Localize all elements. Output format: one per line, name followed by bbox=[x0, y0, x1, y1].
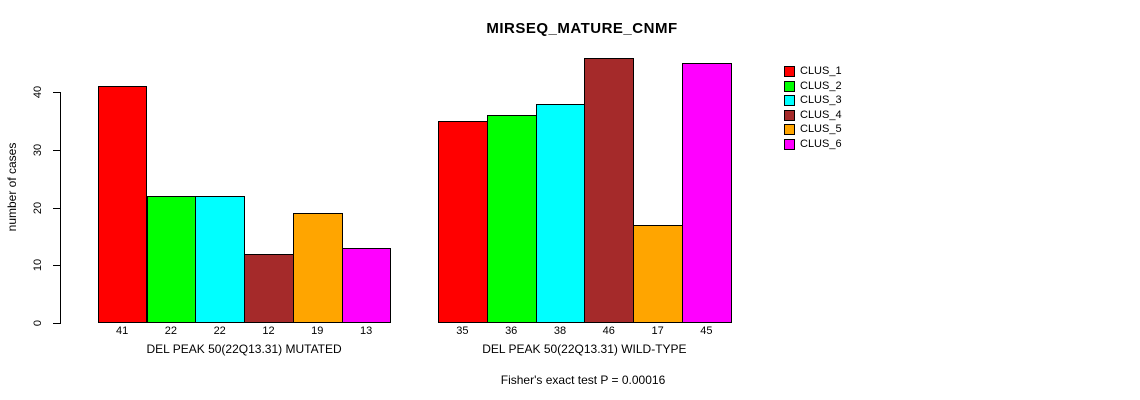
legend-label: CLUS_6 bbox=[800, 138, 842, 150]
bar-value-label: 17 bbox=[651, 325, 664, 337]
y-axis-tick bbox=[53, 92, 60, 94]
legend-color-swatch bbox=[784, 66, 795, 77]
y-axis-tick bbox=[53, 207, 60, 209]
legend-label: CLUS_5 bbox=[800, 123, 842, 136]
bar-value-label: 13 bbox=[359, 325, 373, 337]
y-axis-tick bbox=[53, 149, 60, 151]
bar-value-label: 35 bbox=[456, 325, 469, 337]
bar-value-label: 22 bbox=[164, 325, 178, 337]
bar-value-label: 38 bbox=[553, 325, 567, 337]
bar-clus_4-group2 bbox=[584, 57, 635, 323]
legend-item-clus_6: CLUS_6 bbox=[784, 138, 842, 151]
bar-clus_3-group1 bbox=[195, 196, 246, 323]
y-axis-tick-label: 40 bbox=[32, 86, 44, 99]
fisher-test-annotation: Fisher's exact test P = 0.00016 bbox=[500, 373, 666, 387]
bar-clus_5-group2 bbox=[633, 224, 683, 323]
y-axis-tick-label: 10 bbox=[32, 259, 44, 272]
y-axis-tick-label: 20 bbox=[32, 201, 44, 214]
y-axis-tick-label: 0 bbox=[32, 319, 44, 327]
legend-color-swatch bbox=[784, 139, 795, 150]
bar-clus_1-group2 bbox=[438, 121, 488, 323]
bar-clus_3-group2 bbox=[535, 103, 586, 323]
y-axis-line bbox=[60, 92, 61, 324]
y-axis-tick bbox=[53, 265, 60, 267]
legend-item-clus_1: CLUS_1 bbox=[784, 65, 842, 78]
bar-value-label: 46 bbox=[602, 325, 615, 337]
bar-clus_1-group1 bbox=[97, 86, 148, 323]
bar-value-label: 36 bbox=[505, 325, 518, 337]
bar-clus_4-group1 bbox=[244, 253, 294, 323]
bar-value-label: 41 bbox=[115, 325, 129, 337]
legend-color-swatch bbox=[784, 80, 795, 92]
legend-color-swatch bbox=[784, 109, 795, 121]
bar-value-label: 45 bbox=[700, 325, 713, 337]
legend-item-clus_4: CLUS_4 bbox=[784, 109, 842, 122]
bar-value-label: 19 bbox=[311, 325, 324, 337]
legend-label: CLUS_1 bbox=[800, 65, 842, 77]
y-axis-tick bbox=[53, 323, 60, 324]
bar-clus_6-group2 bbox=[682, 63, 732, 323]
legend-label: CLUS_3 bbox=[800, 94, 842, 107]
bar-clus_2-group1 bbox=[146, 196, 197, 323]
bar-clus_5-group1 bbox=[292, 213, 343, 323]
legend-item-clus_2: CLUS_2 bbox=[784, 80, 842, 93]
legend-label: CLUS_2 bbox=[800, 79, 842, 92]
legend-item-clus_3: CLUS_3 bbox=[784, 94, 842, 107]
bar-value-label: 12 bbox=[262, 325, 275, 337]
x-axis-group-label-1: DEL PEAK 50(22Q13.31) MUTATED bbox=[146, 342, 342, 356]
bar-clus_2-group2 bbox=[486, 115, 537, 323]
legend-color-swatch bbox=[784, 124, 795, 136]
y-axis-tick-label: 30 bbox=[32, 143, 44, 157]
bar-value-label: 22 bbox=[213, 325, 226, 337]
bar-clus_6-group1 bbox=[341, 247, 392, 323]
legend-item-clus_5: CLUS_5 bbox=[784, 123, 842, 136]
legend-label: CLUS_4 bbox=[800, 108, 842, 121]
legend-color-swatch bbox=[784, 95, 795, 107]
chart-title: MIRSEQ_MATURE_CNMF bbox=[486, 20, 678, 37]
x-axis-group-label-2: DEL PEAK 50(22Q13.31) WILD-TYPE bbox=[482, 342, 687, 356]
